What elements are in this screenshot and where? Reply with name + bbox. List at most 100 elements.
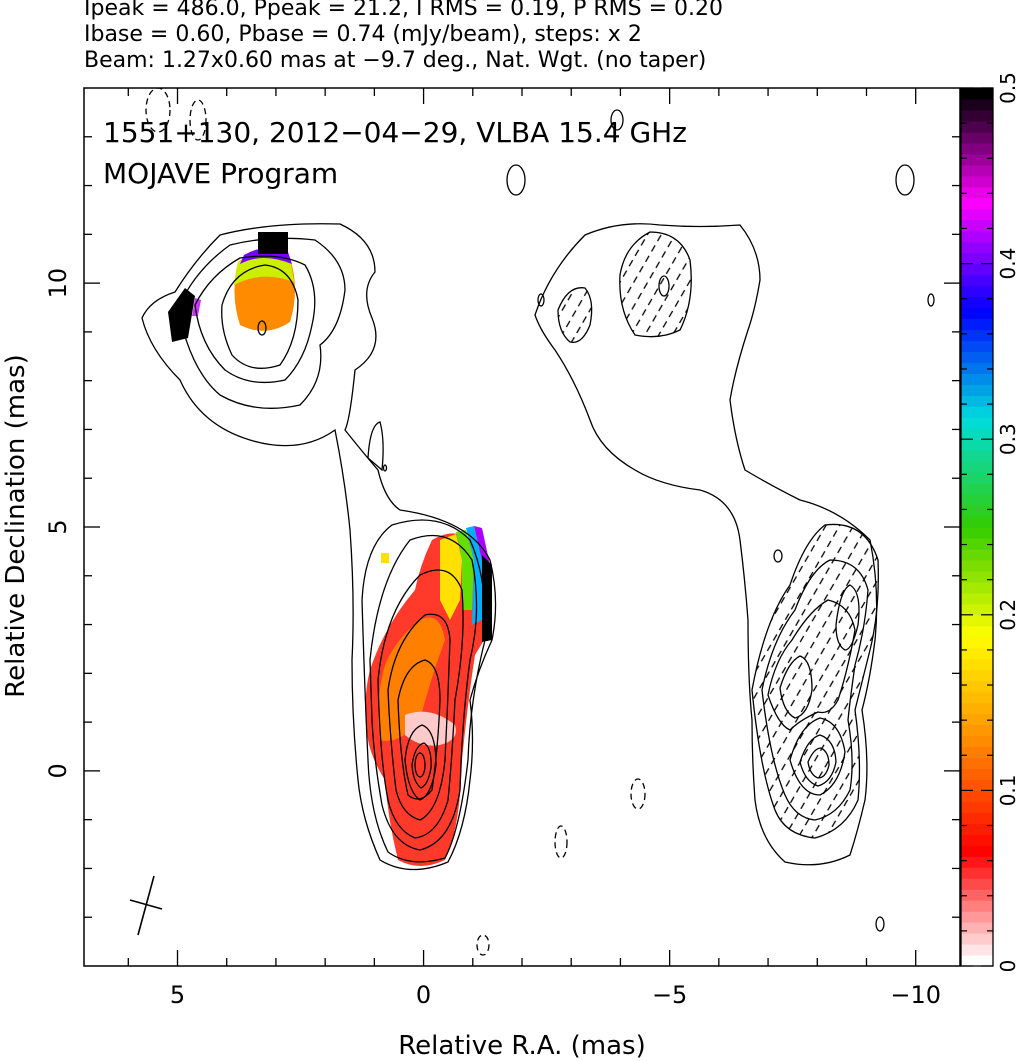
colorbar-cell bbox=[961, 406, 993, 418]
colorbar-cell bbox=[961, 131, 993, 144]
colorbar-tick-label: 0.4 bbox=[996, 248, 1020, 280]
colorbar-cell bbox=[961, 724, 993, 737]
colorbar-cell bbox=[961, 592, 993, 605]
colorbar-cell bbox=[961, 164, 993, 177]
colorbar-frame bbox=[960, 87, 994, 967]
x-tick-label: −5 bbox=[652, 981, 687, 1009]
colorbar-cell bbox=[961, 329, 993, 342]
colorbar-cell bbox=[961, 428, 993, 440]
map-title: 1551+130, 2012−04−29, VLBA 15.4 GHz bbox=[103, 116, 687, 149]
colorbar-cell bbox=[961, 263, 993, 276]
colorbar-tick-label: 0.1 bbox=[996, 774, 1020, 806]
colorbar-cell bbox=[961, 142, 993, 155]
colorbar-cell bbox=[961, 812, 993, 824]
colorbar-tick-label: 0.3 bbox=[996, 423, 1020, 455]
colorbar-cell bbox=[961, 878, 993, 890]
colorbar-tick-label: 0 bbox=[996, 960, 1020, 973]
x-tick-label: 0 bbox=[416, 981, 431, 1009]
colorbar-cell bbox=[961, 230, 993, 243]
map-subtitle: MOJAVE Program bbox=[103, 157, 338, 190]
colorbar-cell bbox=[961, 790, 993, 802]
colorbar-cell bbox=[961, 614, 993, 627]
colorbar-cell bbox=[961, 197, 993, 210]
colorbar-cell bbox=[961, 823, 993, 835]
colorbar-cell bbox=[961, 713, 993, 726]
colorbar-cell bbox=[961, 757, 993, 770]
colorbar-cell bbox=[961, 516, 993, 528]
colorbar-cell bbox=[961, 922, 993, 934]
colorbar-cell bbox=[961, 735, 993, 748]
colorbar-cell bbox=[961, 461, 993, 473]
colorbar-cell bbox=[961, 746, 993, 759]
colorbar-cell bbox=[961, 120, 993, 133]
colorbar-cell bbox=[961, 900, 993, 912]
colorbar-cell bbox=[961, 505, 993, 517]
colorbar-cell bbox=[961, 219, 993, 232]
colorbar-cell bbox=[961, 340, 993, 352]
colorbar-cell bbox=[961, 537, 993, 550]
colorbar-cell bbox=[961, 88, 993, 100]
colorbar-cell bbox=[961, 274, 993, 287]
negative-contours bbox=[145, 88, 646, 956]
header-line-3: Beam: 1.27x0.60 mas at −9.7 deg., Nat. W… bbox=[84, 48, 707, 73]
colorbar-cell bbox=[961, 955, 993, 967]
colorbar-cell bbox=[961, 186, 993, 199]
colorbar-cell bbox=[961, 395, 993, 407]
colorbar-cell bbox=[961, 779, 993, 791]
colorbar-cell bbox=[961, 98, 993, 111]
colorbar-cell bbox=[961, 933, 993, 945]
colorbar bbox=[961, 88, 993, 967]
colorbar-cell bbox=[961, 867, 993, 879]
colorbar-cell bbox=[961, 351, 993, 363]
y-tick-label: 10 bbox=[44, 268, 72, 299]
axes: 5 0 −5 −10 0 5 10 bbox=[44, 87, 961, 1009]
colorbar-cell bbox=[961, 658, 993, 671]
colorbar-cell bbox=[961, 109, 993, 122]
colorbar-cell bbox=[961, 285, 993, 298]
colorbar-cell bbox=[961, 856, 993, 868]
colorbar-cell bbox=[961, 834, 993, 846]
colorbar-cell bbox=[961, 373, 993, 385]
colorbar-cell bbox=[961, 625, 993, 638]
colorbar-cell bbox=[961, 362, 993, 374]
colorbar-cell bbox=[961, 439, 993, 451]
colorbar-cell bbox=[961, 559, 993, 572]
colorbar-cell bbox=[961, 450, 993, 462]
y-tick-label: 0 bbox=[44, 763, 72, 778]
colorbar-cell bbox=[961, 296, 993, 309]
colorbar-cell bbox=[961, 944, 993, 956]
colorbar-cell bbox=[961, 527, 993, 539]
colorbar-cell bbox=[961, 911, 993, 923]
beam-marker bbox=[129, 875, 163, 936]
colorbar-axis: 0 0.1 0.2 0.3 0.4 0.5 bbox=[960, 72, 1020, 973]
colorbar-cell bbox=[961, 241, 993, 254]
colorbar-cell bbox=[961, 307, 993, 320]
colorbar-cell bbox=[961, 208, 993, 221]
colorbar-cell bbox=[961, 669, 993, 682]
colorbar-cell bbox=[961, 417, 993, 429]
hatched-regions bbox=[558, 232, 879, 838]
colorbar-cell bbox=[961, 472, 993, 484]
colorbar-cell bbox=[961, 175, 993, 188]
colorbar-cell bbox=[961, 570, 993, 583]
y-tick-label: 5 bbox=[44, 519, 72, 534]
colorbar-cell bbox=[961, 494, 993, 506]
colorbar-cell bbox=[961, 845, 993, 857]
colorbar-cell bbox=[961, 603, 993, 616]
colorbar-cell bbox=[961, 647, 993, 660]
colorbar-cell bbox=[961, 153, 993, 166]
colorbar-cell bbox=[961, 768, 993, 781]
colorbar-cell bbox=[961, 581, 993, 594]
colorbar-cell bbox=[961, 801, 993, 813]
colorbar-cell bbox=[961, 318, 993, 331]
x-axis-label: Relative R.A. (mas) bbox=[398, 1031, 645, 1061]
header-line-2: Ibase = 0.60, Pbase = 0.74 (mJy/beam), s… bbox=[84, 22, 642, 47]
colorbar-cell bbox=[961, 252, 993, 265]
colorbar-tick-label: 0.2 bbox=[996, 599, 1020, 631]
colorbar-cell bbox=[961, 636, 993, 649]
intensity-contours bbox=[141, 109, 935, 932]
colorbar-cell bbox=[961, 483, 993, 495]
colorbar-cell bbox=[961, 384, 993, 396]
colorbar-cell bbox=[961, 691, 993, 704]
